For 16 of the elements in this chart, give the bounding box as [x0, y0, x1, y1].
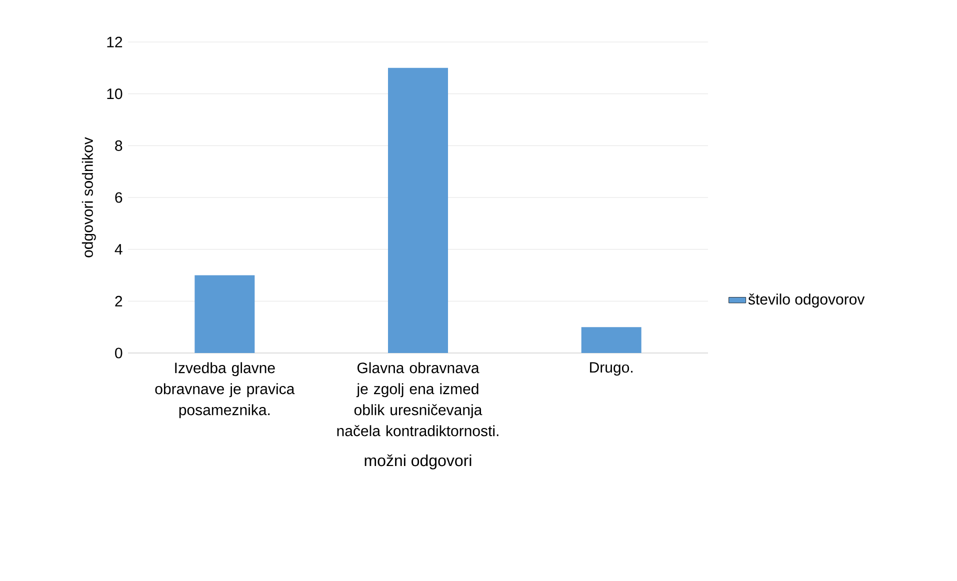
y-tick-label: 4: [114, 244, 122, 254]
y-tick-label: 0: [115, 348, 122, 358]
y-tick-label: 10: [107, 88, 122, 100]
y-tick-label: 8: [115, 140, 122, 151]
x-tick-label: Izvedba glavne obravnave je pravica posameznika.: [155, 362, 295, 418]
y-tick-label: 12: [107, 36, 122, 48]
x-axis-title: možni odgovori: [364, 454, 472, 470]
bar: [388, 68, 448, 353]
bar: [581, 327, 642, 353]
x-tick-label: Glavna obravnava je zgolj ena izmed oblik uresničevanja načela kontradiktornosti.: [337, 362, 498, 436]
y-tick-label: 2: [115, 296, 122, 306]
y-axis-title: odgovori sodnikov: [82, 137, 96, 258]
x-tick-label: Drugo.: [590, 362, 632, 376]
y-tick-label: 6: [115, 192, 122, 203]
bar: [194, 275, 255, 353]
legend-label: število odgovorov: [748, 294, 865, 308]
